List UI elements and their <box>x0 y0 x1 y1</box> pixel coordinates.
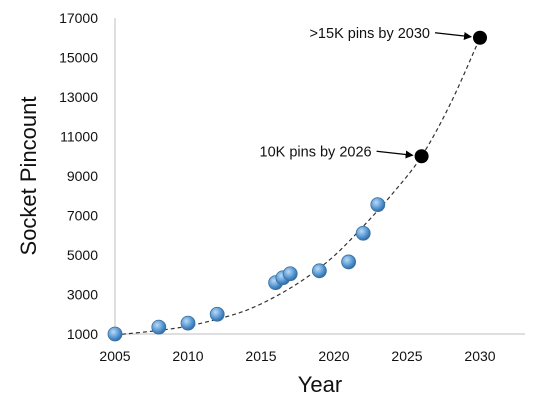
y-tick-labels: 1000 3000 5000 7000 9000 11000 13000 15000 17000 <box>59 10 98 342</box>
data-point <box>107 326 123 342</box>
y-tick-label: 3000 <box>67 287 98 303</box>
x-tick-labels: 2005 2010 2015 2020 2025 2030 <box>99 348 495 364</box>
y-tick-label: 5000 <box>67 247 98 263</box>
data-point <box>209 306 225 322</box>
data-point <box>341 254 357 270</box>
annotation-label: >15K pins by 2030 <box>309 26 430 42</box>
x-tick-label: 2005 <box>99 348 130 364</box>
x-tick-label: 2025 <box>391 348 422 364</box>
y-tick-label: 17000 <box>59 10 98 26</box>
x-tick-label: 2030 <box>464 348 495 364</box>
y-tick-label: 15000 <box>59 50 98 66</box>
annotation-arrow <box>434 32 472 40</box>
annotation-label: 10K pins by 2026 <box>260 144 372 160</box>
y-tick-label: 7000 <box>67 208 98 224</box>
y-tick-label: 11000 <box>60 129 98 145</box>
annotation-arrow <box>376 150 414 159</box>
annotations: 10K pins by 2026 >15K pins by 2030 <box>260 26 472 160</box>
x-axis-title: Year <box>298 372 342 397</box>
axes <box>114 18 525 335</box>
y-tick-label: 9000 <box>67 168 98 184</box>
data-point <box>355 225 371 241</box>
data-point <box>180 315 196 331</box>
projection-point <box>473 30 487 45</box>
data-point <box>282 266 298 282</box>
y-tick-label: 13000 <box>59 89 98 105</box>
data-points <box>107 30 487 342</box>
y-axis-title: Socket Pincount <box>16 97 41 256</box>
data-point <box>370 197 386 213</box>
x-tick-label: 2015 <box>245 348 276 364</box>
y-tick-label: 1000 <box>67 326 98 342</box>
x-tick-label: 2020 <box>318 348 349 364</box>
data-point <box>151 319 167 335</box>
x-tick-label: 2010 <box>172 348 203 364</box>
data-point <box>311 263 327 279</box>
trendline <box>114 37 481 336</box>
projection-point <box>414 149 429 164</box>
